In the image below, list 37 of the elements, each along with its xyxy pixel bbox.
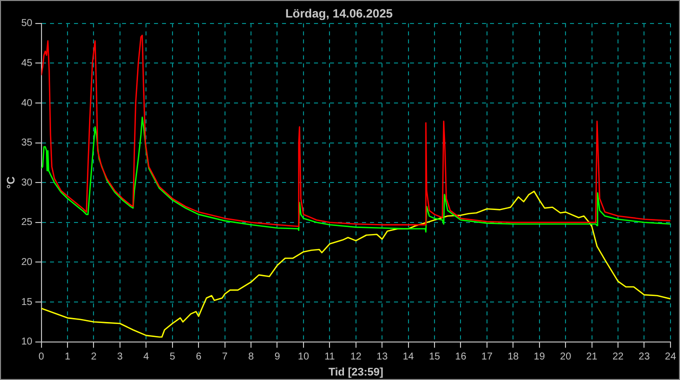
- y-tick-label: 45: [21, 58, 33, 69]
- x-tick-label: 18: [508, 352, 520, 363]
- y-tick-label: 35: [21, 138, 33, 149]
- x-tick-label: 9: [274, 352, 280, 363]
- x-tick-label: 5: [170, 352, 176, 363]
- y-tick-label: 40: [21, 98, 33, 109]
- x-tick-label: 19: [534, 352, 546, 363]
- x-tick-label: 14: [402, 352, 414, 363]
- y-tick-label: 25: [21, 217, 33, 228]
- x-tick-label: 23: [638, 352, 650, 363]
- x-tick-label: 11: [324, 352, 336, 363]
- y-tick-label: 15: [21, 296, 33, 308]
- x-tick-label: 1: [64, 352, 71, 363]
- x-tick-label: 24: [664, 352, 676, 363]
- y-tick-label: 50: [21, 18, 33, 30]
- x-tick-label: 21: [586, 352, 598, 363]
- x-axis-title: Tid [23:59]: [328, 366, 384, 378]
- y-tick-label: 20: [21, 256, 33, 268]
- x-tick-label: 7: [222, 352, 228, 363]
- y-axis-title: °C: [6, 176, 18, 189]
- x-tick-label: 12: [350, 352, 362, 363]
- chart-title: Lördag, 14.06.2025: [285, 6, 394, 21]
- x-tick-label: 0: [38, 352, 45, 363]
- x-tick-label: 8: [248, 352, 254, 363]
- x-tick-label: 16: [455, 352, 467, 363]
- x-tick-label: 17: [481, 352, 493, 363]
- x-tick-label: 6: [196, 352, 202, 363]
- x-tick-label: 3: [117, 352, 124, 363]
- x-tick-label: 13: [376, 352, 388, 363]
- x-tick-label: 15: [428, 352, 441, 363]
- y-tick-label: 30: [21, 177, 33, 188]
- x-tick-label: 2: [90, 352, 97, 363]
- x-tick-label: 22: [612, 352, 624, 363]
- x-tick-label: 10: [298, 352, 310, 363]
- y-tick-label: 10: [21, 336, 33, 348]
- x-tick-label: 20: [560, 352, 572, 363]
- x-tick-label: 4: [143, 352, 150, 363]
